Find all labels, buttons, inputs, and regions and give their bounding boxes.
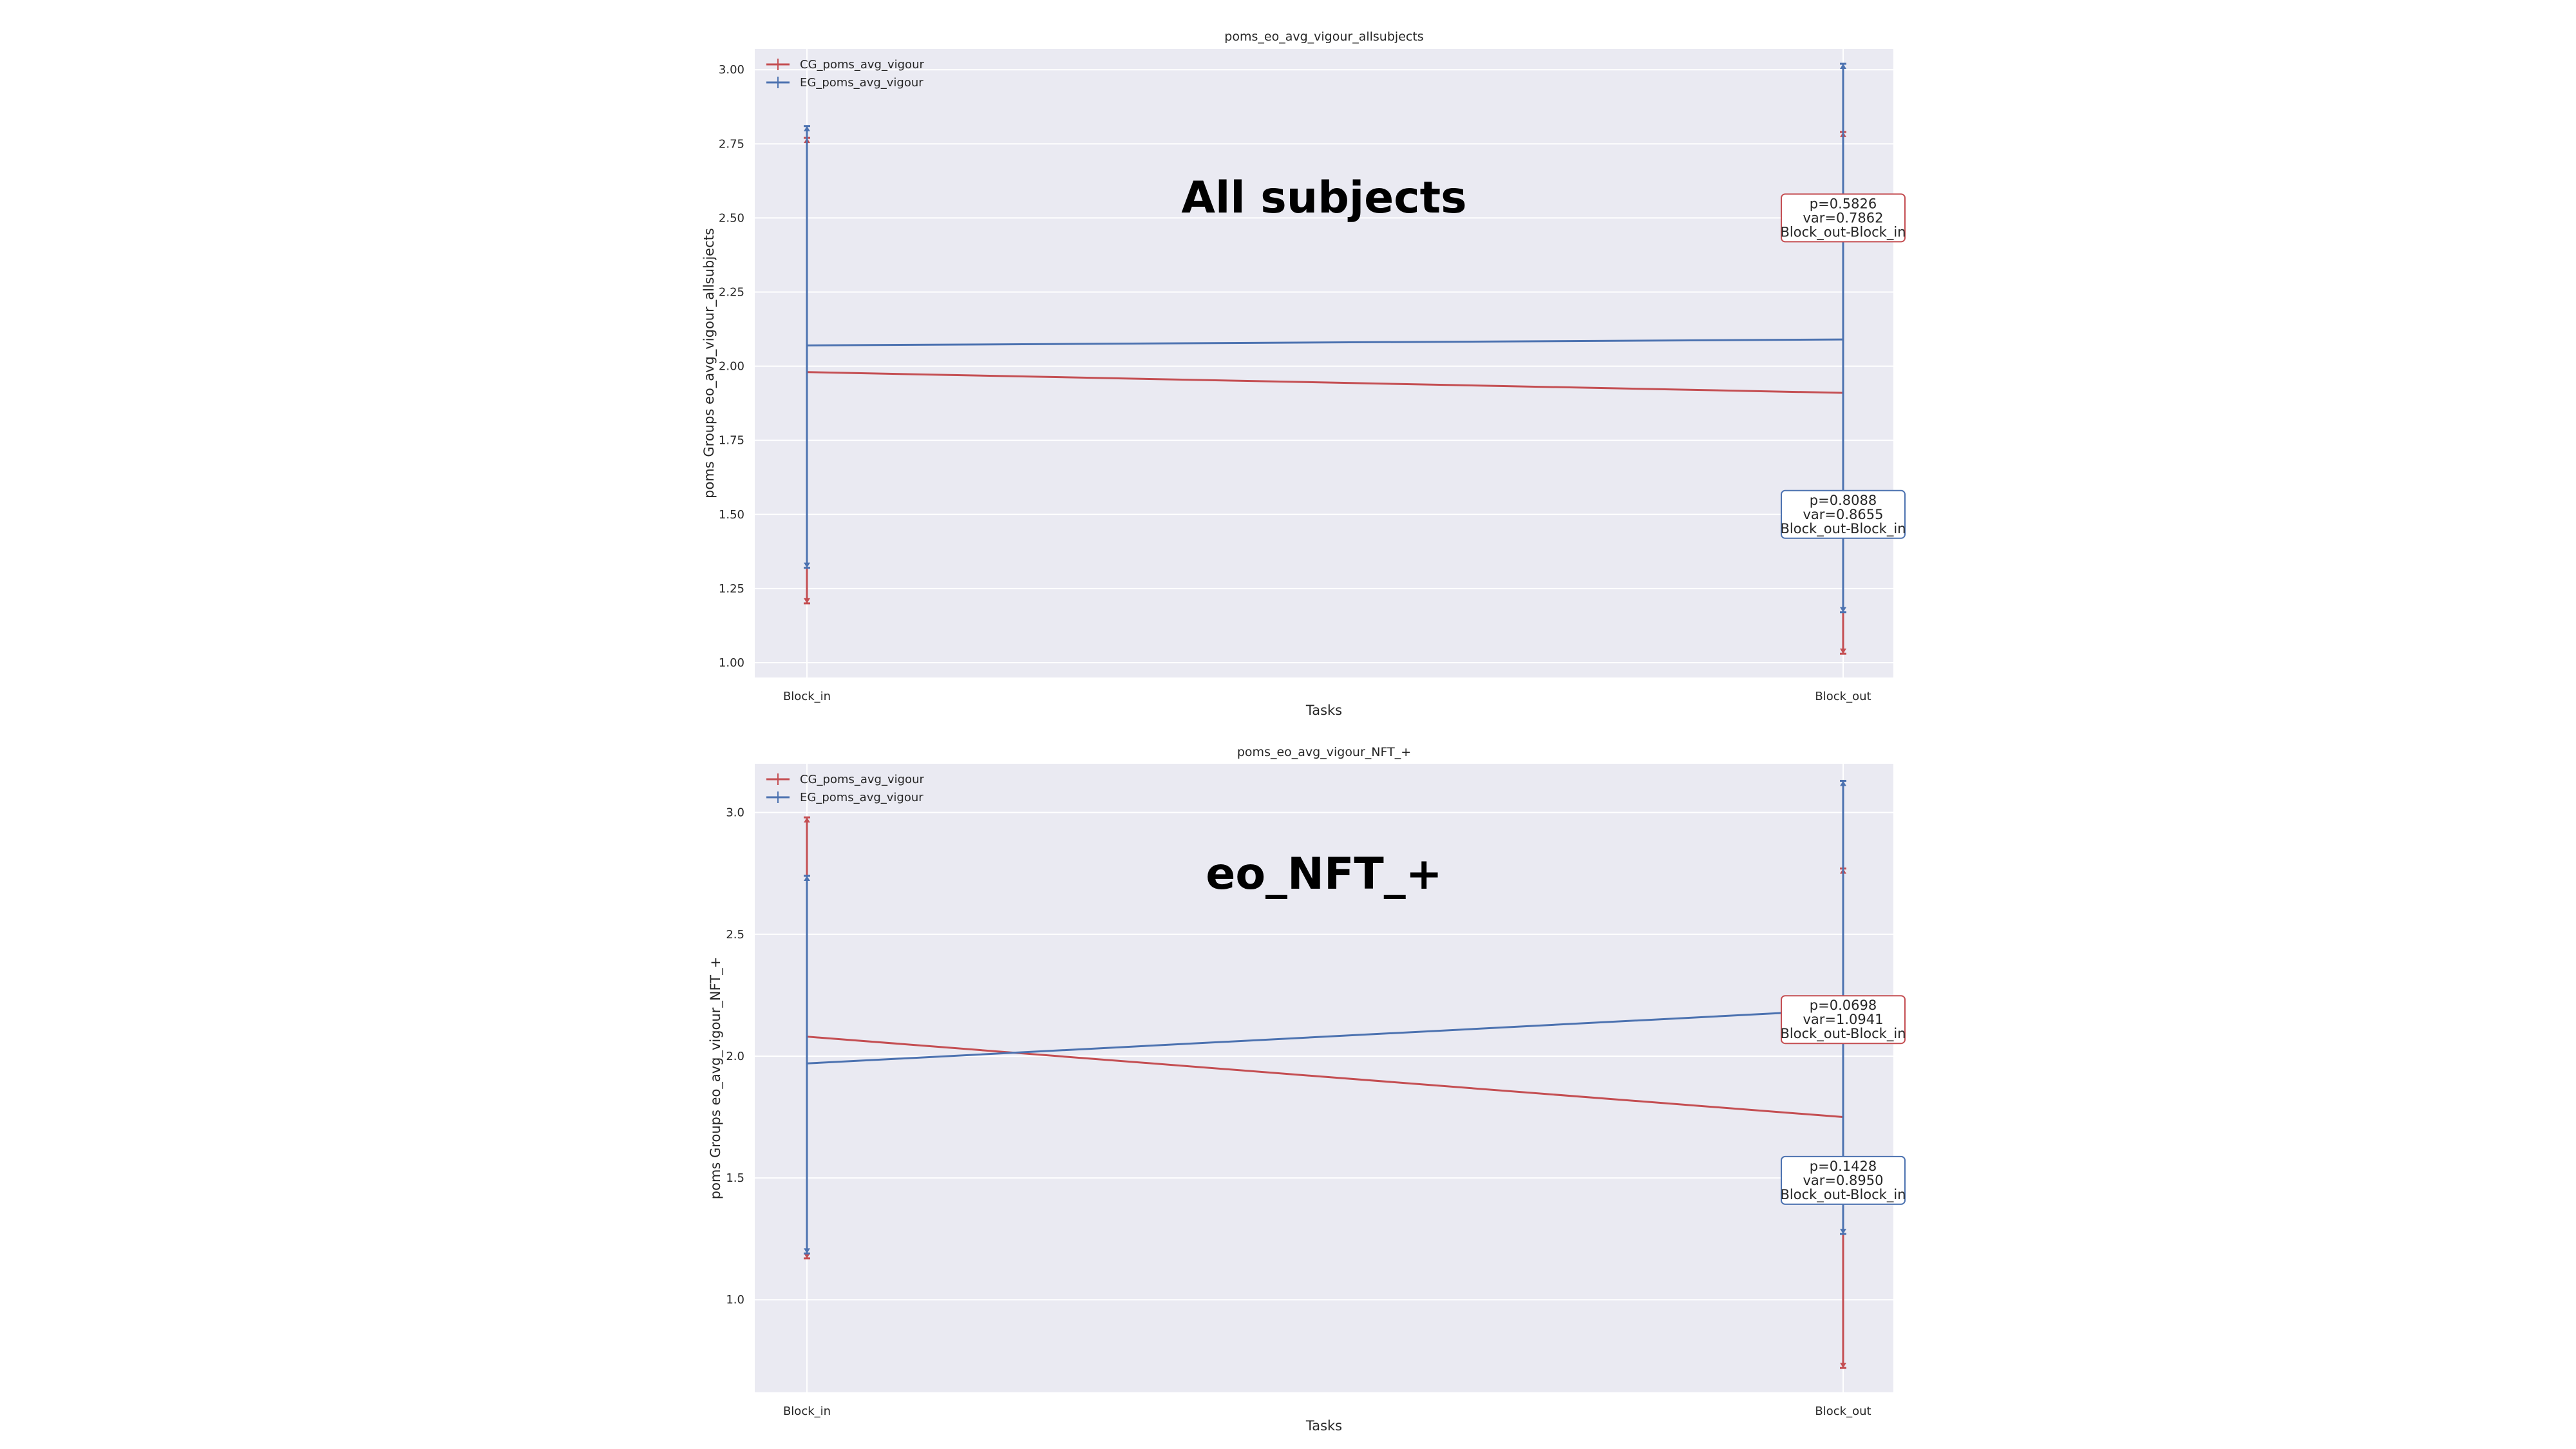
annotation-line: p=0.5826 bbox=[1810, 196, 1877, 211]
annotation-line: var=1.0941 bbox=[1803, 1012, 1883, 1027]
overlay-heading: eo_NFT_+ bbox=[1206, 849, 1443, 900]
annotation-frame bbox=[1781, 995, 1906, 1045]
series-line bbox=[806, 1036, 1844, 1119]
series-line bbox=[806, 338, 1844, 346]
y-tick-label: 2.0 bbox=[726, 1050, 744, 1063]
plot-area bbox=[755, 49, 1893, 677]
legend: CG_poms_avg_vigour EG_poms_avg_vigour bbox=[766, 773, 924, 804]
annotation-line: p=0.1428 bbox=[1810, 1159, 1877, 1174]
error-arrow-down bbox=[1840, 1363, 1846, 1368]
y-tick-label: 1.25 bbox=[719, 582, 744, 596]
y-tick-label: 1.5 bbox=[726, 1171, 744, 1185]
annotation-frame bbox=[1781, 489, 1906, 539]
annotation-frame bbox=[1781, 1155, 1906, 1205]
y-tick-label: 2.25 bbox=[719, 286, 744, 299]
error-arrow-up bbox=[804, 876, 810, 882]
error-arrow-up bbox=[1840, 781, 1846, 786]
overlay-heading: All subjects bbox=[1181, 173, 1466, 223]
x-axis-label: Tasks bbox=[1305, 1418, 1342, 1434]
y-tick-label: 2.5 bbox=[726, 928, 744, 942]
y-tick-label: 1.00 bbox=[719, 656, 744, 670]
error-arrow-up bbox=[804, 817, 810, 823]
legend-entry: CG_poms_avg_vigour bbox=[800, 58, 924, 71]
annotation-line: var=0.8950 bbox=[1803, 1173, 1883, 1188]
y-tick-label: 2.75 bbox=[719, 137, 744, 151]
chart-title: poms_eo_avg_vigour_allsubjects bbox=[1224, 30, 1423, 44]
error-arrow-down bbox=[804, 1253, 810, 1258]
annotation-line: p=0.8088 bbox=[1810, 493, 1877, 508]
error-arrow-down bbox=[804, 598, 810, 603]
annotation-frame bbox=[1781, 193, 1906, 243]
error-arrow-up bbox=[804, 126, 810, 131]
error-arrow-up bbox=[1840, 64, 1846, 70]
chart-panel-2: 1.0 1.5 2.0 2.5 3.0 Block_in Block_out poms_eo_… bbox=[708, 745, 1906, 1434]
legend: CG_poms_avg_vigour EG_poms_avg_vigour bbox=[766, 58, 924, 90]
chart-panel-1: 1.00 1.25 1.50 1.75 2.00 2.25 2.50 2.75 3.00 Bloc… bbox=[701, 30, 1906, 718]
y-tick-label: 3.0 bbox=[726, 806, 744, 820]
plot-area bbox=[755, 764, 1893, 1392]
error-arrow-down bbox=[1840, 607, 1846, 612]
legend-entry: EG_poms_avg_vigour bbox=[800, 791, 923, 804]
y-tick-label: 1.75 bbox=[719, 434, 744, 448]
annotation-line: p=0.0698 bbox=[1810, 998, 1877, 1013]
error-arrow-down bbox=[804, 562, 810, 568]
y-tick-label: 2.00 bbox=[719, 360, 744, 374]
x-tick-label: Block_out bbox=[1815, 1405, 1871, 1418]
y-tick-label: 1.50 bbox=[719, 508, 744, 522]
x-tick-label: Block_out bbox=[1815, 690, 1871, 703]
legend-entry: CG_poms_avg_vigour bbox=[800, 773, 924, 786]
x-axis-label: Tasks bbox=[1305, 703, 1342, 718]
error-arrow-down bbox=[1840, 1229, 1846, 1235]
annotation-line: var=0.8655 bbox=[1803, 507, 1883, 522]
x-tick-label: Block_in bbox=[783, 1405, 831, 1418]
error-arrow-down bbox=[804, 1248, 810, 1254]
series-line bbox=[806, 1009, 1844, 1065]
annotation-line: Block_out-Block_in bbox=[1781, 521, 1906, 537]
annotation-line: Block_out-Block_in bbox=[1781, 1187, 1906, 1203]
annotation-line: Block_out-Block_in bbox=[1781, 224, 1906, 240]
chart-title: poms_eo_avg_vigour_NFT_+ bbox=[1237, 745, 1411, 759]
y-axis-label: poms Groups eo_avg_vigour_NFT_+ bbox=[708, 957, 724, 1199]
y-tick-label: 2.50 bbox=[719, 211, 744, 225]
legend-entry: EG_poms_avg_vigour bbox=[800, 76, 923, 90]
error-arrow-down bbox=[1840, 649, 1846, 654]
x-tick-label: Block_in bbox=[783, 690, 831, 703]
series-line bbox=[806, 371, 1844, 394]
y-tick-label: 1.0 bbox=[726, 1293, 744, 1307]
y-axis-label: poms Groups eo_avg_vigour_allsubjects bbox=[701, 228, 717, 498]
annotation-line: var=0.7862 bbox=[1803, 210, 1883, 225]
annotation-line: Block_out-Block_in bbox=[1781, 1026, 1906, 1042]
y-tick-label: 3.00 bbox=[719, 63, 744, 77]
